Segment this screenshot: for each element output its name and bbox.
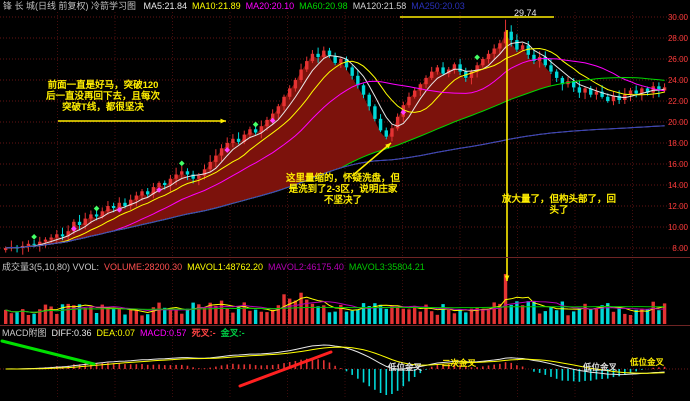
peak-price-label: 29.74 [514,8,537,18]
annotation-line: 突破T线，都很坚决 [62,102,144,113]
ma-value-2: MA20:20.10 [245,1,295,11]
ma-values: MA5:21.84 MA10:21.89 MA20:20.10 MA60:20.98 M… [144,1,470,11]
macd-pane-header: MACD附图 DIFF:0.36 DEA:0.07 MACD:0.57 死叉:- 金叉:- [2,328,250,338]
macd-value-3: MACD:0.57 [140,328,187,338]
annotation-line: 头了 [549,205,569,216]
annotation-line: 是洗到了2-3区，说明庄家 [288,184,398,195]
price-axis-label: 22.00 [667,97,688,106]
price-axis-label: 30.00 [667,13,688,22]
ma-value-0: MA5:21.84 [143,1,188,11]
main-chart-header: 锋 长 城(日线 前复权) 冷箭学习图 MA5:21.84 MA10:21.89 M… [3,1,475,11]
annotation-note-1: 这里量缩的，怀疑洗盘，但 是洗到了2-3区，说明庄家 不坚决了 [286,173,400,206]
price-axis-label: 14.00 [667,181,688,190]
annotation-line: 前面一直是好马，突破120 [47,80,159,91]
macd-cross-label: 低位金叉 [388,362,423,372]
price-axis-label: 12.00 [667,202,688,211]
annotation-note-0: 前面一直是好马，突破120 后一直没再回下去，且每次 突破T线，都很坚决 [46,80,160,113]
vol-value-1: VOLUME:28200.30 [104,262,183,272]
annotation-line: 这里量缩的，怀疑洗盘，但 [286,173,401,184]
macd-value-1: DIFF:0.36 [51,328,92,338]
vol-value-4: MAVOL3:35804.21 [348,262,425,272]
macd-value-2: DEA:0.07 [96,328,136,338]
pane-separator [0,325,690,326]
pane-separator [0,257,690,258]
macd-cross-label: 低位金叉 [583,362,618,372]
macd-signal-1: 金叉:- [220,328,245,338]
ma-value-5: MA250:20.03 [411,1,465,11]
vol-value-3: MAVOL2:46175.40 [267,262,344,272]
vol-value-0: 成交量3(5,10,80) VVOL: [2,262,100,272]
macd-cross-label: 低位金叉 [630,357,665,367]
price-axis-label: 8.00 [672,244,688,253]
annotation-line: 不坚决了 [324,195,363,206]
annotation-line: 放大量了，但构头部了，回 [502,194,617,205]
volume-pane-header: 成交量3(5,10,80) VVOL: VOLUME:28200.30 MAVOL1… [2,262,430,272]
price-axis-label: 26.00 [667,55,688,64]
price-axis-label: 24.00 [667,76,688,85]
ma-value-3: MA60:20.98 [299,1,348,11]
vol-value-2: MAVOL1:48762.20 [187,262,263,272]
price-axis-label: 10.00 [667,223,688,232]
annotation-line: 后一直没再回下去，且每次 [46,91,161,102]
macd-value-0: MACD附图 [2,328,47,338]
chart-title: 锋 长 城(日线 前复权) 冷箭学习图 [3,1,136,11]
annotation-note-2: 放大量了，但构头部了，回 头了 [502,194,616,216]
price-axis-label: 20.00 [667,118,688,127]
price-axis-label: 18.00 [667,139,688,148]
price-axis-label: 28.00 [667,34,688,43]
macd-signal-0: 死叉:- [191,328,216,338]
price-axis-label: 16.00 [667,160,688,169]
ma-value-4: MA120:21.58 [352,1,407,11]
ma-value-1: MA10:21.89 [192,1,241,11]
macd-cross-label: 二次金叉 [442,358,477,368]
